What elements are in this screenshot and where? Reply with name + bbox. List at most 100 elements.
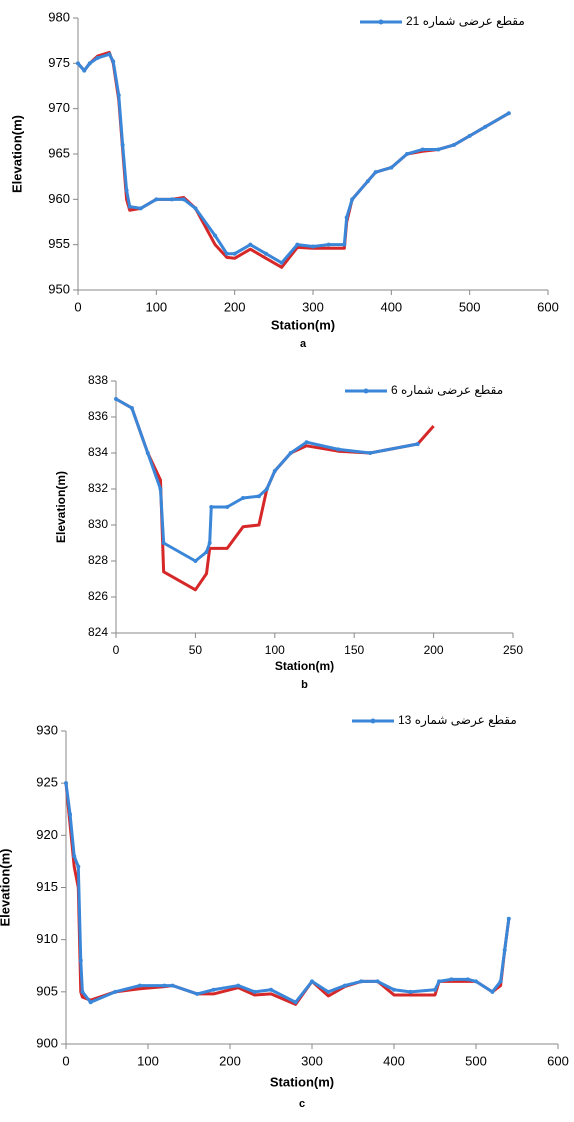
point <box>195 991 200 996</box>
point <box>252 989 257 994</box>
point <box>162 983 167 988</box>
point <box>138 206 143 211</box>
point <box>272 469 277 473</box>
point <box>68 812 73 817</box>
y-tick-label: 838 <box>88 373 108 387</box>
x-axis-title: Station(m) <box>271 317 335 332</box>
y-tick-label: 975 <box>48 55 70 70</box>
point <box>269 987 273 992</box>
point <box>76 61 80 66</box>
x-tick-label: 400 <box>383 1053 405 1068</box>
point <box>433 987 437 992</box>
legend-label: مقطع عرضی شماره 6 <box>391 383 503 398</box>
point <box>120 142 125 147</box>
point <box>350 197 355 202</box>
y-tick-label: 828 <box>88 553 108 567</box>
point <box>161 541 166 545</box>
point <box>279 260 284 265</box>
point <box>107 52 112 57</box>
point <box>225 505 230 509</box>
point <box>158 487 163 491</box>
legend-marker <box>378 19 384 25</box>
chart: 824 826 828 830 832 834 836 838 0 50 100 150 200 250 S… <box>54 373 523 691</box>
point <box>145 451 150 455</box>
series-line <box>76 50 510 269</box>
x-tick-label: 500 <box>465 1053 487 1068</box>
y-tick-label: 834 <box>88 445 108 459</box>
point <box>124 188 129 193</box>
point <box>295 242 300 247</box>
point <box>310 979 314 984</box>
caption: a <box>300 338 307 350</box>
y-tick-label: 905 <box>36 983 58 998</box>
point <box>483 124 488 129</box>
point <box>373 170 378 175</box>
point <box>498 979 503 984</box>
point <box>342 983 347 988</box>
y-tick-label: 910 <box>36 931 58 946</box>
point <box>80 989 85 994</box>
point <box>241 496 246 500</box>
point <box>256 494 261 499</box>
point <box>389 165 394 170</box>
point <box>288 451 293 455</box>
x-tick-label: 0 <box>74 299 81 314</box>
y-tick-label: 955 <box>48 236 70 251</box>
point <box>452 142 456 147</box>
x-tick-label: 250 <box>503 643 523 657</box>
point <box>95 55 100 60</box>
y-tick-label: 836 <box>88 409 108 423</box>
point <box>181 197 186 202</box>
point <box>224 251 229 256</box>
x-tick-label: 200 <box>219 1053 241 1068</box>
legend-marker <box>370 718 376 724</box>
point <box>88 1000 93 1005</box>
chart: 950 955 960 965 970 975 980 0 100 200 300 400 500 600… <box>9 9 558 349</box>
point <box>375 979 380 984</box>
point <box>311 244 315 249</box>
x-tick-label: 600 <box>547 1053 569 1068</box>
x-axis-title: Station(m) <box>270 1074 334 1089</box>
y-tick-label: 980 <box>48 9 70 24</box>
point <box>326 242 331 247</box>
series-line <box>76 52 510 265</box>
x-tick-label: 400 <box>380 299 402 314</box>
point <box>336 447 341 452</box>
chart: 900 905 910 915 920 925 930 0 100 200 300 400 500 600… <box>0 713 569 1110</box>
point <box>170 197 174 202</box>
point <box>232 251 237 256</box>
series-line <box>64 783 511 1006</box>
point <box>436 147 441 152</box>
point <box>72 854 77 859</box>
point <box>129 406 134 410</box>
x-tick-label: 100 <box>265 643 285 657</box>
point <box>449 977 454 982</box>
point <box>193 206 198 211</box>
point <box>209 505 214 509</box>
point <box>76 864 81 869</box>
x-tick-label: 100 <box>145 299 167 314</box>
legend-marker <box>363 388 369 394</box>
x-tick-label: 300 <box>301 1053 323 1068</box>
point <box>137 983 142 988</box>
point <box>368 451 373 455</box>
y-tick-label: 830 <box>88 517 108 531</box>
y-tick-label: 930 <box>36 722 58 737</box>
caption: b <box>301 679 308 691</box>
point <box>64 781 68 786</box>
y-tick-label: 925 <box>36 775 58 790</box>
y-axis-title: Elevation(m) <box>0 848 12 926</box>
series-line <box>115 397 435 592</box>
point <box>113 989 118 994</box>
point <box>111 59 116 64</box>
y-tick-label: 826 <box>88 589 108 603</box>
point <box>213 233 218 238</box>
point <box>474 979 478 984</box>
y-tick-label: 900 <box>36 1035 58 1050</box>
point <box>359 979 364 984</box>
point <box>415 442 420 446</box>
point <box>204 550 209 554</box>
point <box>420 147 425 152</box>
point <box>506 111 511 116</box>
x-axis-title: Station(m) <box>275 659 334 673</box>
